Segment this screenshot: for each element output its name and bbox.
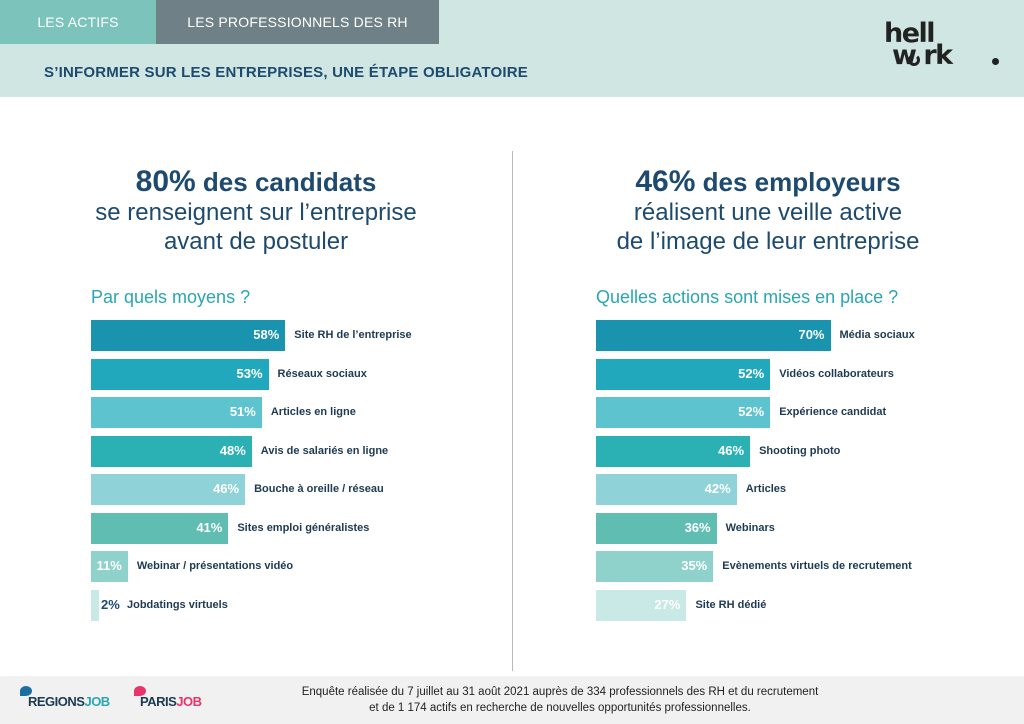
- left-panel: 80% des candidats se renseignent sur l’e…: [0, 0, 512, 680]
- hellowork-logo: hell w rk: [884, 20, 1004, 72]
- survey-note-line-1: Enquête réalisée du 7 juillet au 31 août…: [301, 686, 819, 698]
- left-bar-value-8: 2%: [101, 596, 120, 612]
- right-question: Quelles actions sont mises en place ?: [596, 287, 899, 307]
- right-bar-8: 27%: [596, 589, 687, 621]
- right-bar-value-4: 46%: [718, 442, 745, 458]
- logo-smile-icon: [908, 54, 920, 66]
- left-question: Par quels moyens ?: [91, 287, 251, 307]
- right-bar-label-3: Expérience candidat: [779, 406, 887, 418]
- regionsjob-logo: REGIONSJOB: [28, 694, 110, 709]
- left-bar-label-5: Bouche à oreille / réseau: [254, 483, 384, 495]
- right-bar-value-7: 35%: [681, 558, 708, 573]
- left-stat-rest: des candidats: [195, 167, 377, 197]
- left-bar-value-7: 11%: [96, 558, 122, 573]
- parisjob-logo: PARISJOB: [140, 694, 202, 709]
- left-bar-value-6: 41%: [196, 519, 223, 535]
- left-bar-label-1: Site RH de l’entreprise: [294, 329, 412, 341]
- left-bar-8: 2%: [91, 589, 120, 621]
- regionsjob-main: REGIONS: [28, 694, 85, 709]
- footer: REGIONSJOB PARISJOB Enquête réalisée du …: [0, 676, 1024, 724]
- right-bar-value-8: 27%: [654, 596, 681, 612]
- left-bar-value-5: 46%: [213, 481, 240, 496]
- header-band: LES ACTIFS LES PROFESSIONNELS DES RH S’I…: [0, 0, 1024, 97]
- right-line-1: réalisent une veille active: [633, 199, 903, 226]
- right-bar-2: 52%: [596, 358, 771, 390]
- left-line-1: se renseignent sur l’entreprise: [95, 199, 417, 226]
- left-bar-6: 41%: [91, 512, 229, 544]
- right-headline: 46% des employeurs réalisent une veille …: [512, 166, 1024, 256]
- logo-dot-icon: [992, 58, 999, 65]
- left-line-2: avant de postuler: [163, 228, 349, 255]
- right-bar-label-4: Shooting photo: [759, 444, 841, 457]
- left-bar-value-1: 58%: [253, 327, 280, 342]
- left-stat: 80%: [135, 165, 196, 198]
- left-bar-value-4: 48%: [219, 442, 246, 458]
- right-bar-label-5: Articles: [745, 483, 787, 495]
- right-panel: 46% des employeurs réalisent une veille …: [512, 0, 1024, 680]
- left-bar-label-2: Réseaux sociaux: [277, 367, 367, 380]
- right-bar-1: 70%: [596, 320, 831, 351]
- left-bar-label-3: Articles en ligne: [270, 406, 356, 418]
- left-bar-5: 46%: [91, 474, 246, 505]
- left-bar-1: 58%: [91, 320, 286, 351]
- survey-note-line-2: et de 1 174 actifs en recherche de nouve…: [369, 702, 751, 714]
- right-bar-value-6: 36%: [684, 519, 711, 535]
- right-bar-value-1: 70%: [798, 327, 825, 342]
- right-stat: 46%: [635, 165, 696, 198]
- right-stat-rest: des employeurs: [695, 167, 901, 197]
- right-bar-label-6: Webinars: [725, 521, 775, 534]
- tab-professionnels-rh[interactable]: LES PROFESSIONNELS DES RH: [156, 0, 439, 44]
- right-bar-value-5: 42%: [704, 481, 731, 496]
- right-bar-value-2: 52%: [738, 365, 765, 381]
- regionsjob-accent: JOB: [84, 694, 110, 709]
- left-bar-label-4: Avis de salariés en ligne: [260, 444, 389, 457]
- column-divider: [512, 151, 513, 671]
- left-bar-7: 11%: [91, 551, 128, 582]
- left-bar-2: 53%: [91, 358, 269, 390]
- logo-line-1: hell: [884, 18, 936, 49]
- left-bar-value-2: 53%: [236, 365, 263, 381]
- parisjob-mark-icon: [134, 686, 146, 696]
- right-line-2: de l’image de leur entreprise: [616, 228, 920, 255]
- right-bar-value-3: 52%: [738, 404, 765, 419]
- right-bar-4: 46%: [596, 435, 751, 467]
- tab-les-actifs[interactable]: LES ACTIFS: [0, 0, 156, 44]
- left-bar-label-8: Jobdatings virtuels: [127, 598, 228, 611]
- survey-note: Enquête réalisée du 7 juillet au 31 août…: [230, 684, 890, 716]
- right-bar-6: 36%: [596, 512, 717, 544]
- left-headline-main: 80% des candidats: [0, 166, 512, 198]
- right-bar-label-8: Site RH dédié: [695, 598, 767, 611]
- right-bar-label-2: Vidéos collaborateurs: [779, 367, 894, 380]
- page-subtitle: S’INFORMER SUR LES ENTREPRISES, UNE ÉTAP…: [44, 64, 528, 81]
- right-bar-label-1: Média sociaux: [839, 329, 915, 341]
- left-bar-label-7: Webinar / présentations vidéo: [136, 560, 294, 572]
- logo-line-2: w rk: [892, 40, 953, 71]
- left-bar-4: 48%: [91, 435, 252, 467]
- right-bar-label-7: Evènements virtuels de recrutement: [722, 560, 912, 572]
- left-bar-value-3: 51%: [229, 404, 256, 419]
- left-headline: 80% des candidats se renseignent sur l’e…: [0, 166, 512, 256]
- parisjob-accent: JOB: [176, 694, 202, 709]
- left-bar-label-6: Sites emploi généralistes: [237, 521, 370, 534]
- right-headline-main: 46% des employeurs: [512, 166, 1024, 198]
- left-bar-3: 51%: [91, 397, 262, 428]
- right-bar-5: 42%: [596, 474, 737, 505]
- right-bar-3: 52%: [596, 397, 771, 428]
- right-bar-7: 35%: [596, 551, 714, 582]
- regionsjob-mark-icon: [20, 686, 32, 696]
- parisjob-main: PARIS: [140, 694, 177, 709]
